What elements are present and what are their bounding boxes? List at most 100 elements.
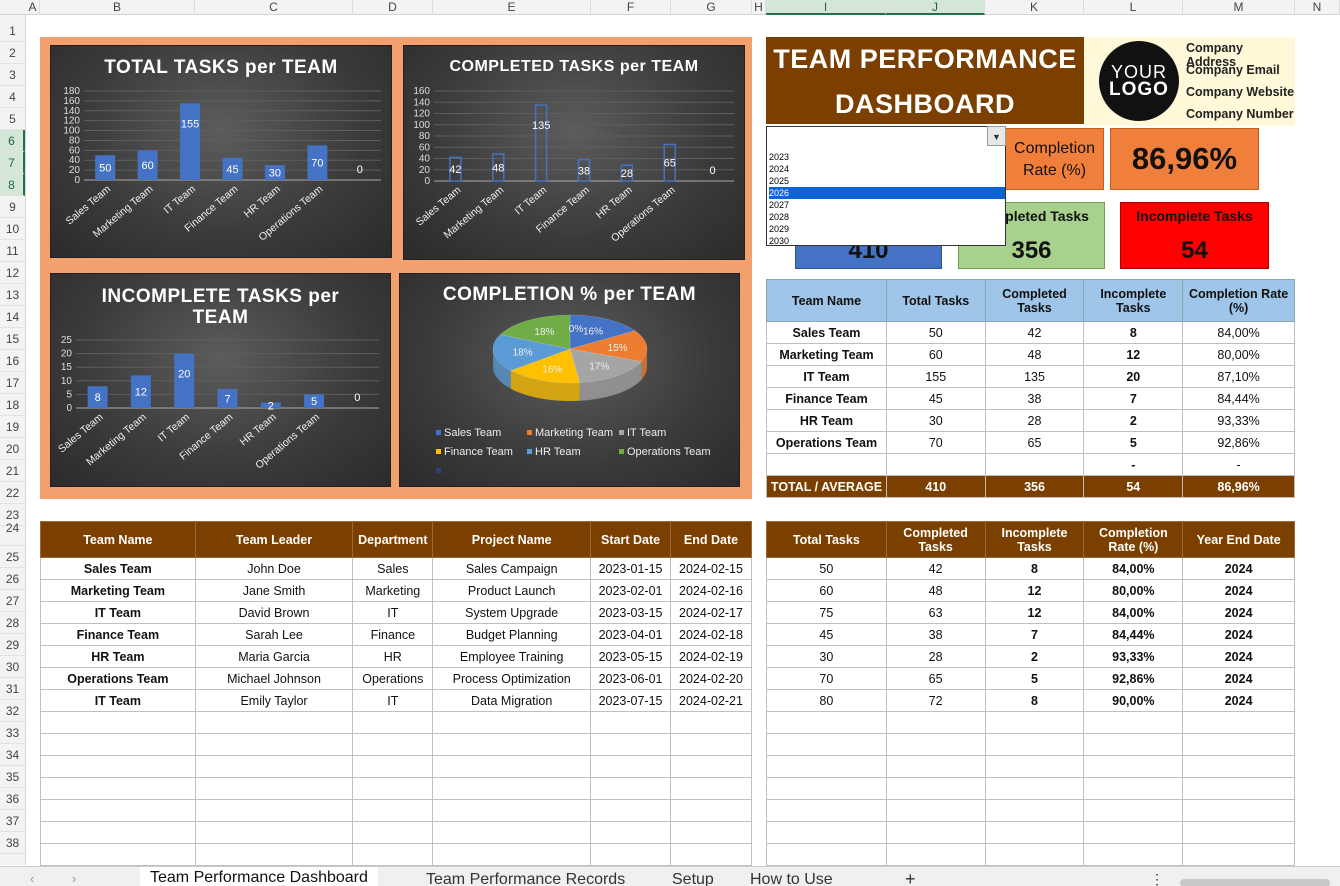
table-cell[interactable]: 2023-06-01 [590,667,671,690]
table-cell[interactable] [1083,821,1184,844]
table-cell[interactable]: 72 [885,689,986,712]
table-cell[interactable]: 8 [984,557,1085,580]
completion-pie-chart[interactable]: COMPLETION % per TEAM 16% 15% 17% 16% 18% 18%… [399,273,740,487]
table-cell[interactable] [984,453,1085,476]
table-cell[interactable]: Data Migration [432,689,592,712]
table-cell[interactable]: Sales Team [766,321,887,344]
table-cell[interactable] [670,733,752,756]
table-cell[interactable] [885,777,986,800]
table-cell[interactable] [590,799,671,822]
table-cell[interactable]: IT Team [40,689,196,712]
table-cell[interactable]: Operations [352,667,434,690]
table-cell[interactable] [590,843,671,866]
table-cell[interactable] [194,843,354,866]
table-cell[interactable] [1182,843,1295,866]
more-icon[interactable]: ⋮ [1150,871,1164,886]
row-header-29[interactable]: 29 [0,634,25,656]
table-cell[interactable] [1083,711,1184,734]
table-cell[interactable] [766,733,887,756]
row-header-13[interactable]: 13 [0,284,25,306]
table-cell[interactable]: Sales Team [40,557,196,580]
table-cell[interactable] [194,821,354,844]
table-cell[interactable]: Sarah Lee [194,623,354,646]
table-cell[interactable]: Maria Garcia [194,645,354,668]
table-cell[interactable]: 12 [1083,343,1184,366]
column-header-L[interactable]: L [1084,0,1183,15]
column-header-G[interactable]: G [671,0,752,15]
table-cell[interactable]: 65 [984,431,1085,454]
row-header-36[interactable]: 36 [0,788,25,810]
row-header-19[interactable]: 19 [0,416,25,438]
table-cell[interactable]: IT Team [40,601,196,624]
table-cell[interactable]: 28 [885,645,986,668]
dropdown-arrow-icon[interactable]: ▼ [987,126,1006,146]
table-cell[interactable]: Operations Team [40,667,196,690]
completed-tasks-chart[interactable]: COMPLETED TASKS per TEAM 0 20 40 60 80 100 120… [403,45,745,260]
table-cell[interactable]: 2024-02-16 [670,579,752,602]
table-cell[interactable] [885,733,986,756]
table-cell[interactable]: 48 [984,343,1085,366]
table-cell[interactable]: 12 [984,579,1085,602]
table-cell[interactable]: Finance Team [766,387,887,410]
table-cell[interactable]: 2023-01-15 [590,557,671,580]
table-cell[interactable]: 50 [885,321,986,344]
row-header-8[interactable]: 8 [0,174,25,196]
table-cell[interactable]: 20 [1083,365,1184,388]
table-cell[interactable] [885,711,986,734]
table-cell[interactable]: 84,00% [1083,601,1184,624]
table-cell[interactable]: Employee Training [432,645,592,668]
table-cell[interactable] [40,733,196,756]
row-header-35[interactable]: 35 [0,766,25,788]
tab-team-performance-records[interactable]: Team Performance Records [426,871,626,886]
table-cell[interactable]: HR Team [40,645,196,668]
row-header-21[interactable]: 21 [0,460,25,482]
table-cell[interactable] [885,755,986,778]
table-cell[interactable] [432,777,592,800]
table-cell[interactable]: 93,33% [1083,645,1184,668]
table-cell[interactable] [1083,799,1184,822]
table-cell[interactable] [885,821,986,844]
table-cell[interactable]: 2024 [1182,689,1295,712]
table-cell[interactable]: 2024-02-21 [670,689,752,712]
table-cell[interactable]: 2024 [1182,557,1295,580]
table-cell[interactable]: 8 [984,689,1085,712]
row-header-24[interactable]: 24 [0,510,25,546]
table-cell[interactable]: 2023-05-15 [590,645,671,668]
row-header-22[interactable]: 22 [0,482,25,504]
table-cell[interactable]: 48 [885,579,986,602]
table-cell[interactable]: - [1083,453,1184,476]
table-cell[interactable]: Product Launch [432,579,592,602]
table-cell[interactable]: 92,86% [1083,667,1184,690]
row-header-4[interactable]: 4 [0,86,25,108]
table-cell[interactable]: 42 [984,321,1085,344]
table-cell[interactable]: John Doe [194,557,354,580]
table-cell[interactable] [885,843,986,866]
row-header-26[interactable]: 26 [0,568,25,590]
column-header-J[interactable]: J [886,0,985,15]
row-header-32[interactable]: 32 [0,700,25,722]
table-cell[interactable] [194,799,354,822]
table-cell[interactable]: System Upgrade [432,601,592,624]
table-cell[interactable]: 7 [1083,387,1184,410]
column-header-A[interactable]: A [26,0,40,15]
table-cell[interactable] [766,843,887,866]
table-cell[interactable] [766,453,887,476]
table-cell[interactable]: 65 [885,667,986,690]
column-header-D[interactable]: D [353,0,433,15]
table-cell[interactable] [670,799,752,822]
table-cell[interactable] [1083,733,1184,756]
table-cell[interactable] [984,799,1085,822]
row-header-25[interactable]: 25 [0,546,25,568]
table-cell[interactable]: 87,10% [1182,365,1295,388]
table-cell[interactable]: 135 [984,365,1085,388]
row-header-28[interactable]: 28 [0,612,25,634]
row-header-27[interactable]: 27 [0,590,25,612]
row-header-31[interactable]: 31 [0,678,25,700]
table-cell[interactable]: 8 [1083,321,1184,344]
table-cell[interactable]: 2024-02-19 [670,645,752,668]
table-cell[interactable]: David Brown [194,601,354,624]
row-header-23[interactable]: 23 [0,504,25,526]
table-cell[interactable] [1083,777,1184,800]
table-cell[interactable]: Michael Johnson [194,667,354,690]
table-cell[interactable]: 2024 [1182,601,1295,624]
